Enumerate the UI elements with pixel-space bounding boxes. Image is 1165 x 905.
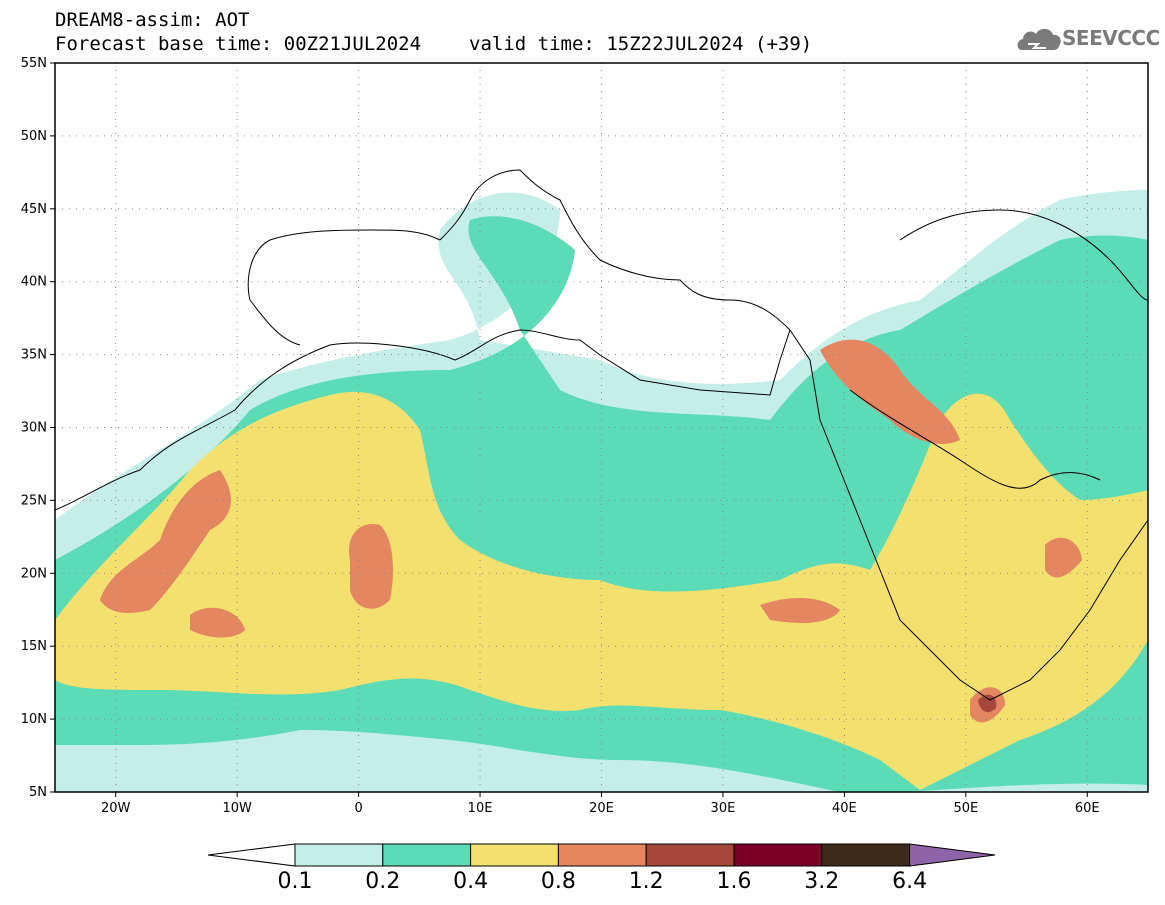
aot-patch-0.8: [349, 524, 393, 609]
lat-tick-label: 10N: [21, 712, 47, 727]
lat-tick-label: 40N: [21, 275, 47, 290]
aot-field: [55, 63, 1148, 792]
graticule: [55, 63, 1148, 792]
lon-tick-label: 0: [354, 801, 362, 816]
colorbar-swatch: [557, 843, 647, 867]
lat-tick-label: 45N: [21, 202, 47, 217]
colorbar-under-arrow: [207, 843, 296, 867]
colorbar-label: 6.4: [892, 869, 928, 894]
lon-tick-label: 50E: [953, 801, 978, 816]
base-time: Forecast base time: 00Z21JUL2024: [55, 33, 422, 55]
lon-tick-label: 30E: [711, 801, 736, 816]
lat-tick-label: 30N: [21, 421, 47, 436]
lon-tick-label: 40E: [832, 801, 857, 816]
aot-patch-0.8: [760, 598, 840, 623]
lat-tick-label: 35N: [21, 348, 47, 363]
aot-patch-0.8: [1045, 537, 1082, 578]
colorbar-swatch: [470, 843, 559, 867]
lon-tick-label: 20W: [101, 801, 131, 816]
lat-tick-label: 15N: [21, 639, 47, 654]
axis-ticks: 5N 10N 15N 20N 25N 30N 35N 40N 45N 50N 55N 20W 10W 0 1…: [21, 56, 1100, 816]
lon-tick-label: 10W: [222, 801, 252, 816]
map-title: DREAM8-assim: AOT: [55, 9, 250, 31]
aot-patch-0.8: [820, 339, 960, 444]
coastlines: [55, 169, 1148, 701]
colorbar-swatch: [645, 843, 735, 867]
lat-tick-label: 25N: [21, 493, 47, 508]
lat-tick-label: 20N: [21, 566, 47, 581]
forecast-times: Forecast base time: 00Z21JUL2024 valid ti…: [55, 33, 812, 55]
cloud-icon: [1017, 28, 1061, 50]
lat-tick-label: 55N: [21, 56, 47, 71]
colorbar-over-arrow: [909, 843, 996, 867]
lon-tick-label: 20E: [589, 801, 614, 816]
lat-tick-label: 50N: [21, 129, 47, 144]
colorbar-label: 0.8: [540, 869, 576, 894]
colorbar-label: 1.6: [716, 869, 752, 894]
colorbar-label: 1.2: [628, 869, 664, 894]
colorbar-swatch: [294, 843, 384, 867]
colorbar-label: 0.2: [365, 869, 401, 894]
lon-tick-label: 10E: [468, 801, 493, 816]
colorbar-swatch: [733, 843, 823, 867]
valid-time: valid time: 15Z22JUL2024 (+39): [469, 33, 813, 55]
lat-tick-label: 5N: [29, 785, 47, 800]
aot-band-0.4: [55, 391, 1148, 790]
colorbar: [207, 843, 996, 867]
colorbar-label: 3.2: [804, 869, 840, 894]
lon-tick-label: 60E: [1075, 801, 1100, 816]
seevccc-logo: SEEVCCC: [1062, 26, 1160, 50]
colorbar-swatch: [382, 843, 472, 867]
colorbar-swatch: [821, 843, 911, 867]
colorbar-label: 0.1: [277, 869, 313, 894]
colorbar-label: 0.4: [453, 869, 489, 894]
aot-patch-0.8: [190, 607, 245, 638]
aot-patch-0.8: [100, 470, 231, 613]
